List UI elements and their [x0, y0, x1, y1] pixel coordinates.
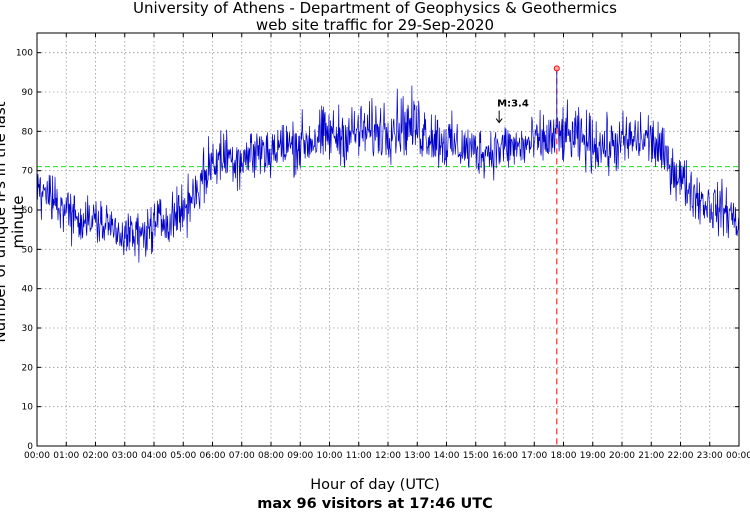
x-tick-label: 00:00 [24, 451, 50, 461]
chart-subtitle: web site traffic for 29-Sep-2020 [255, 16, 495, 34]
annotation-label: M:3.4 [497, 99, 529, 110]
y-tick-label: 90 [22, 88, 34, 98]
x-tick-label: 15:00 [463, 451, 489, 461]
chart-title: University of Athens - Department of Geo… [133, 0, 617, 17]
x-tick-label: 16:00 [492, 451, 518, 461]
y-tick-label: 50 [22, 245, 34, 255]
x-tick-label: 04:00 [141, 451, 167, 461]
y-tick-label: 0 [27, 442, 33, 452]
max-visitors-summary: max 96 visitors at 17:46 UTC [257, 496, 493, 512]
plot-frame [36, 32, 740, 447]
x-tick-label: 14:00 [434, 451, 460, 461]
x-tick-label: 07:00 [229, 451, 255, 461]
x-tick-label: 09:00 [287, 451, 313, 461]
y-ticks: 0 10 20 30 40 50 60 70 80 90 100 [16, 49, 739, 452]
x-tick-label: 02:00 [83, 451, 109, 461]
y-tick-label: 30 [22, 324, 34, 334]
x-tick-label: 10:00 [317, 451, 343, 461]
x-ticks: 00:00 01:00 02:00 03:00 04:00 05:00 06:00 07:00… [24, 33, 750, 461]
y-tick-label: 80 [22, 127, 34, 137]
series-line [36, 85, 740, 263]
x-tick-label: 18:00 [551, 451, 577, 461]
x-tick-label: 00:00 [726, 451, 750, 461]
x-tick-label: 19:00 [580, 451, 606, 461]
x-tick-label: 11:00 [346, 451, 372, 461]
y-tick-label: 20 [22, 363, 34, 373]
x-tick-label: 17:00 [521, 451, 547, 461]
x-tick-label: 06:00 [200, 451, 226, 461]
y-tick-label: 70 [22, 167, 34, 177]
y-tick-label: 40 [22, 285, 34, 295]
x-tick-label: 23:00 [697, 451, 723, 461]
x-tick-label: 22:00 [668, 451, 694, 461]
x-tick-label: 08:00 [258, 451, 284, 461]
x-tick-label: 13:00 [404, 451, 430, 461]
x-axis-label: Hour of day (UTC) [310, 477, 440, 493]
max-point-marker [553, 65, 560, 72]
y-tick-label: 10 [22, 403, 34, 413]
x-tick-label: 21:00 [638, 451, 664, 461]
x-tick-label: 01:00 [53, 451, 79, 461]
annotation-arrow [495, 110, 503, 124]
x-tick-label: 20:00 [609, 451, 635, 461]
x-tick-label: 05:00 [170, 451, 196, 461]
y-tick-label: 60 [22, 206, 34, 216]
x-tick-label: 03:00 [112, 451, 138, 461]
grid-lines [37, 33, 739, 446]
x-tick-label: 12:00 [375, 451, 401, 461]
y-tick-label: 100 [16, 49, 33, 59]
